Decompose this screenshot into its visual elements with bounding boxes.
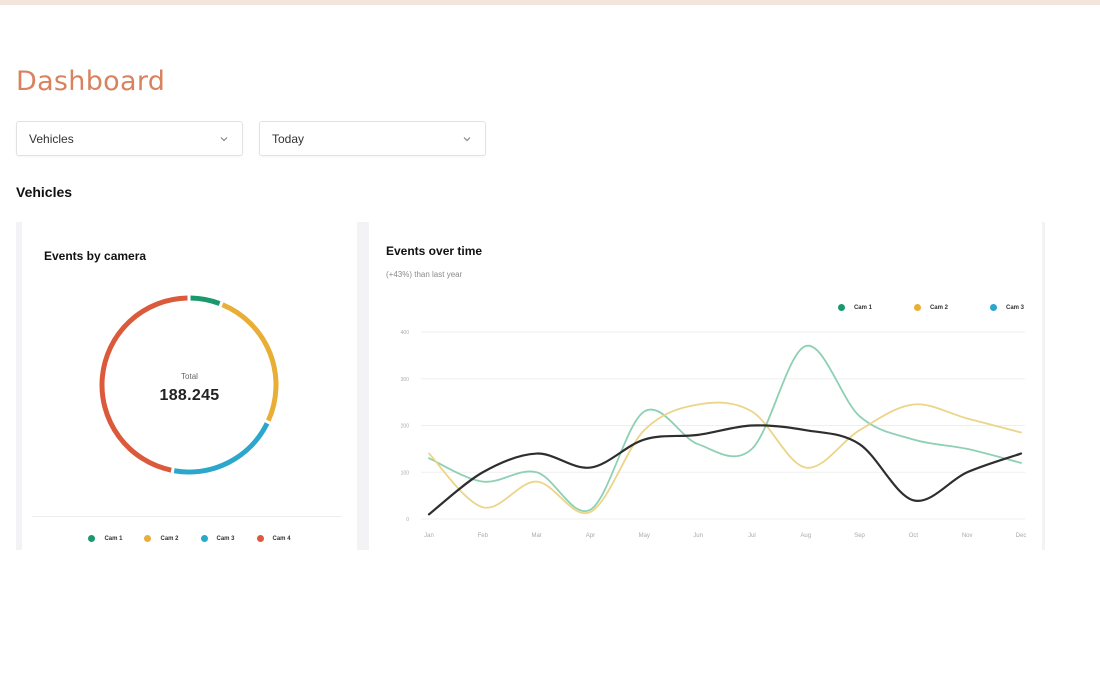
y-tick-label: 400 [401, 330, 410, 336]
category-select[interactable]: Vehicles [16, 121, 243, 156]
period-select-value: Today [272, 131, 305, 146]
x-tick-label: Jul [748, 533, 756, 539]
chevron-down-icon [463, 136, 471, 141]
legend-dot [256, 535, 264, 542]
x-tick-label: Mar [531, 533, 541, 539]
x-tick-label: Oct [909, 533, 919, 539]
card-title: Events by camera [44, 249, 147, 263]
x-tick-label: Dec [1016, 533, 1027, 539]
line-series-cam2[interactable] [428, 401, 1022, 515]
chevron-down-icon [220, 136, 228, 141]
x-tick-label: Jan [424, 533, 434, 539]
events-over-time-card: Events over time (+43%) than last year C… [357, 222, 1045, 550]
donut-chart [99, 295, 279, 475]
x-tick-label: Sep [854, 533, 865, 539]
line-series-cam3[interactable] [427, 424, 1023, 516]
legend-label: Cam 3 [1005, 304, 1024, 311]
donut-center-label: Total [181, 372, 198, 381]
events-by-camera-card: Events by camera Total 188.245 Cam 1 Cam… [16, 222, 357, 550]
divider [32, 516, 342, 517]
donut-slice-cam1[interactable] [190, 295, 221, 306]
legend-item-cam3[interactable]: Cam 3 [200, 535, 235, 542]
line-chart: 0 100 200 300 400 Jan Feb Mar Apr May Jun Jul Aug Sep… [401, 330, 1027, 539]
y-tick-label: 0 [406, 517, 409, 523]
x-tick-label: Feb [478, 533, 489, 539]
donut-slice-cam2[interactable] [221, 302, 279, 422]
legend-label: Cam 1 [853, 304, 872, 311]
legend-item-cam2[interactable]: Cam 2 [913, 304, 948, 311]
legend-label: Cam 3 [216, 535, 235, 542]
legend-item-cam4[interactable]: Cam 4 [256, 535, 291, 542]
legend-item-cam1[interactable]: Cam 1 [837, 304, 872, 311]
x-tick-label: Jun [693, 533, 703, 539]
donut-slice-cam3[interactable] [173, 422, 270, 475]
legend-dot [144, 535, 152, 542]
line-legend: Cam 1 Cam 2 Cam 3 [796, 304, 1024, 311]
page-title: Dashboard [16, 66, 166, 97]
donut-legend: Cam 1 Cam 2 Cam 3 Cam 4 [22, 535, 357, 542]
legend-label: Cam 2 [929, 304, 948, 311]
legend-item-cam2[interactable]: Cam 2 [144, 535, 179, 542]
line-series-cam1[interactable] [428, 345, 1022, 513]
x-tick-label: May [639, 533, 650, 539]
y-tick-label: 200 [401, 424, 410, 430]
legend-dot [913, 304, 921, 311]
x-tick-label: Aug [800, 533, 811, 539]
y-tick-label: 300 [401, 377, 410, 383]
legend-label: Cam 4 [272, 535, 291, 542]
top-accent-bar [0, 0, 1100, 5]
legend-label: Cam 2 [160, 535, 179, 542]
donut-total-value: 188.245 [159, 387, 220, 404]
card-subtitle: (+43%) than last year [386, 270, 463, 279]
x-tick-label: Nov [962, 533, 973, 539]
donut-slice-cam4[interactable] [99, 295, 188, 473]
legend-dot [88, 535, 96, 542]
legend-dot [989, 304, 997, 311]
category-select-value: Vehicles [29, 131, 74, 146]
period-select[interactable]: Today [259, 121, 486, 156]
legend-label: Cam 1 [104, 535, 123, 542]
card-title: Events over time [386, 244, 483, 258]
x-tick-label: Apr [586, 533, 595, 539]
section-title: Vehicles [16, 184, 73, 200]
legend-item-cam1[interactable]: Cam 1 [88, 535, 122, 542]
legend-item-cam3[interactable]: Cam 3 [989, 304, 1024, 311]
legend-dot [200, 535, 208, 542]
y-tick-label: 100 [401, 470, 410, 476]
legend-dot [837, 304, 845, 311]
